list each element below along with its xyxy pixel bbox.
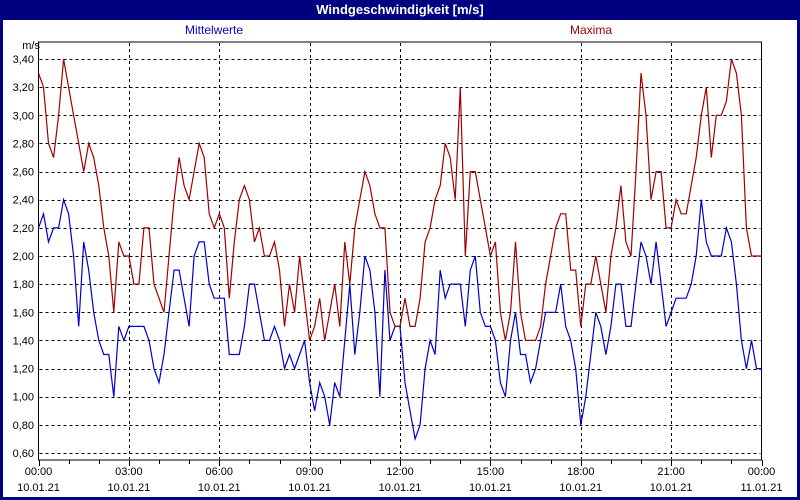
y-tick-label: 2,60 xyxy=(13,167,34,179)
x-tick-time-label: 09:00 xyxy=(296,466,324,478)
x-tick-time-label: 12:00 xyxy=(386,466,414,478)
x-tick-date-label: 10.01.21 xyxy=(107,482,150,494)
x-tick-date-label: 10.01.21 xyxy=(379,482,422,494)
x-tick-date-label: 10.01.21 xyxy=(17,482,60,494)
y-tick-label: 1,40 xyxy=(13,335,34,347)
page-title: Windgeschwindigkeit [m/s] xyxy=(316,2,484,17)
x-tick-time-label: 15:00 xyxy=(477,466,505,478)
legend-mittelwerte-label: Mittelwerte xyxy=(185,23,244,37)
y-axis-unit-label: m/s xyxy=(22,40,40,52)
y-tick-label: 1,20 xyxy=(13,364,34,376)
x-tick-date-label: 11.01.21 xyxy=(740,482,782,494)
y-tick-label: 1,80 xyxy=(13,279,34,291)
y-tick-label: 2,80 xyxy=(13,138,34,150)
y-tick-label: 0,80 xyxy=(13,420,34,432)
x-tick-date-label: 10.01.21 xyxy=(650,482,693,494)
x-tick-time-label: 03:00 xyxy=(115,466,143,478)
x-tick-date-label: 10.01.21 xyxy=(198,482,241,494)
series-line-maxima xyxy=(37,58,762,341)
y-tick-label: 2,00 xyxy=(13,251,34,263)
y-tick-label: 2,20 xyxy=(13,223,34,235)
window-title-bar: Windgeschwindigkeit [m/s] xyxy=(0,0,800,20)
legend-maxima-label: Maxima xyxy=(570,23,613,37)
y-tick-label: 0,60 xyxy=(13,448,34,460)
x-tick-date-label: 10.01.21 xyxy=(559,482,602,494)
x-tick-time-label: 06:00 xyxy=(205,466,233,478)
x-tick-time-label: 21:00 xyxy=(657,466,685,478)
x-tick-time-label: 18:00 xyxy=(567,466,595,478)
y-tick-label: 3,20 xyxy=(13,82,34,94)
x-tick-time-label: 00:00 xyxy=(748,466,776,478)
y-tick-label: 3,40 xyxy=(13,54,34,66)
y-tick-label: 1,00 xyxy=(13,392,34,404)
x-tick-time-label: 00:00 xyxy=(25,466,53,478)
y-tick-label: 1,60 xyxy=(13,307,34,319)
x-tick-date-label: 10.01.21 xyxy=(469,482,512,494)
x-tick-date-label: 10.01.21 xyxy=(288,482,331,494)
y-tick-label: 2,40 xyxy=(13,195,34,207)
y-tick-label: 3,00 xyxy=(13,110,34,122)
